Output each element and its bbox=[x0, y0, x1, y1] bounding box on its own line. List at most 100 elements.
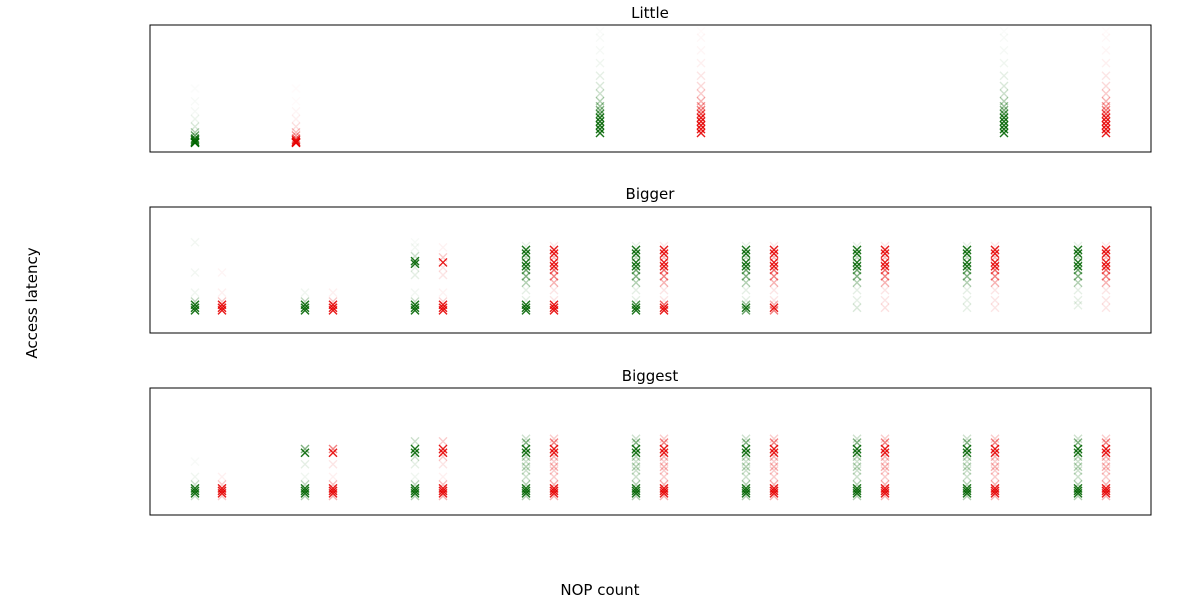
marker-biggest-a-6-8 bbox=[852, 457, 862, 467]
marker-biggest-b-0-3 bbox=[217, 483, 227, 493]
marker-biggest-b-8-5 bbox=[1101, 472, 1111, 482]
marker-biggest-a-4-2 bbox=[631, 486, 641, 496]
marker-bigger-b-4-1 bbox=[659, 303, 669, 313]
marker-bigger-a-3-1 bbox=[521, 303, 531, 313]
marker-little-series_a-9-3 bbox=[999, 117, 1009, 127]
marker-bigger-a-0-5 bbox=[190, 268, 200, 278]
marker-little-series_b-6-3 bbox=[696, 117, 706, 127]
marker-little-series_b-6-4 bbox=[696, 113, 706, 123]
marker-bigger-a-5-12 bbox=[741, 245, 751, 255]
marker-biggest-b-6-7 bbox=[880, 462, 890, 472]
marker-bigger-a-4-8 bbox=[631, 261, 641, 271]
marker-bigger-b-5-1 bbox=[769, 303, 779, 313]
marker-biggest-b-4-2 bbox=[659, 486, 669, 496]
marker-biggest-b-8-3 bbox=[1101, 483, 1111, 493]
marker-bigger-a-2-5 bbox=[410, 270, 420, 280]
marker-bigger-a-5-8 bbox=[741, 261, 751, 271]
marker-little-series_b-6-12 bbox=[696, 58, 706, 68]
marker-bigger-b-6-0 bbox=[880, 303, 890, 313]
marker-biggest-b-3-9 bbox=[549, 452, 559, 462]
marker-little-series_a-1-2 bbox=[190, 137, 200, 147]
marker-little-series_b-6-2 bbox=[696, 120, 706, 130]
marker-little-series_a-9-9 bbox=[999, 89, 1009, 99]
marker-little-series_a-5-4 bbox=[595, 113, 605, 123]
marker-little-series_a-9-6 bbox=[999, 105, 1009, 115]
marker-biggest-b-4-9 bbox=[659, 452, 669, 462]
marker-bigger-b-5-7 bbox=[769, 265, 779, 275]
marker-biggest-a-1-7 bbox=[300, 448, 310, 458]
marker-biggest-b-8-9 bbox=[1101, 452, 1111, 462]
marker-bigger-b-8-1 bbox=[1101, 295, 1111, 305]
marker-biggest-a-8-9 bbox=[1073, 452, 1083, 462]
marker-biggest-a-3-8 bbox=[521, 457, 531, 467]
marker-bigger-a-1-4 bbox=[300, 288, 310, 298]
marker-biggest-a-5-4 bbox=[741, 480, 751, 490]
marker-biggest-b-5-3 bbox=[769, 483, 779, 493]
marker-little-series_b-10-3 bbox=[1101, 117, 1111, 127]
marker-biggest-a-8-4 bbox=[1073, 480, 1083, 490]
marker-biggest-a-3-4 bbox=[521, 480, 531, 490]
marker-little-series_a-5-7 bbox=[595, 101, 605, 111]
marker-biggest-b-5-5 bbox=[769, 472, 779, 482]
marker-bigger-b-2-7 bbox=[438, 257, 448, 267]
marker-little-series_b-10-7 bbox=[1101, 101, 1111, 111]
marker-biggest-a-5-7 bbox=[741, 462, 751, 472]
marker-biggest-a-6-6 bbox=[852, 466, 862, 476]
marker-bigger-a-6-0 bbox=[852, 303, 862, 313]
marker-biggest-a-6-5 bbox=[852, 472, 862, 482]
marker-biggest-b-6-5 bbox=[880, 472, 890, 482]
marker-biggest-b-6-10 bbox=[880, 448, 890, 458]
marker-little-series_a-5-12 bbox=[595, 58, 605, 68]
marker-biggest-a-7-2 bbox=[962, 486, 972, 496]
marker-bigger-b-2-2 bbox=[438, 300, 448, 310]
marker-bigger-b-1-3 bbox=[328, 297, 338, 306]
marker-bigger-b-4-9 bbox=[659, 257, 669, 267]
marker-bigger-a-6-7 bbox=[852, 257, 862, 267]
marker-biggest-b-3-12 bbox=[549, 438, 559, 448]
marker-bigger-a-8-0 bbox=[1073, 300, 1083, 310]
marker-biggest-a-8-3 bbox=[1073, 483, 1083, 493]
marker-bigger-a-3-8 bbox=[521, 261, 531, 271]
marker-biggest-a-5-13 bbox=[741, 434, 751, 444]
marker-biggest-a-7-12 bbox=[962, 438, 972, 448]
marker-bigger-b-1-4 bbox=[328, 288, 338, 298]
marker-biggest-a-8-10 bbox=[1073, 448, 1083, 458]
marker-biggest-b-7-13 bbox=[990, 434, 1000, 444]
marker-biggest-b-3-11 bbox=[549, 444, 559, 454]
marker-bigger-b-7-0 bbox=[990, 303, 1000, 313]
marker-little-series_b-10-6 bbox=[1101, 105, 1111, 115]
marker-bigger-b-8-11 bbox=[1101, 241, 1111, 251]
marker-bigger-a-3-12 bbox=[521, 245, 531, 255]
marker-biggest-b-1-5 bbox=[328, 472, 338, 482]
marker-biggest-b-1-2 bbox=[328, 486, 338, 496]
marker-biggest-a-3-3 bbox=[521, 483, 531, 493]
marker-biggest-a-7-9 bbox=[962, 452, 972, 462]
panel-bigger-frame bbox=[149, 206, 1152, 334]
marker-little-series_b-2-4 bbox=[291, 134, 301, 144]
marker-bigger-a-7-2 bbox=[962, 285, 972, 295]
marker-bigger-a-5-13 bbox=[741, 241, 751, 251]
marker-biggest-b-1-8 bbox=[328, 444, 338, 454]
marker-biggest-a-3-11 bbox=[521, 444, 531, 454]
marker-biggest-a-7-10 bbox=[962, 448, 972, 458]
marker-biggest-a-2-9 bbox=[410, 444, 420, 454]
marker-bigger-b-6-7 bbox=[880, 257, 890, 267]
marker-biggest-a-5-10 bbox=[741, 448, 751, 458]
marker-bigger-b-7-8 bbox=[990, 252, 1000, 262]
marker-biggest-a-6-4 bbox=[852, 480, 862, 490]
marker-bigger-b-4-7 bbox=[659, 265, 669, 275]
marker-biggest-b-7-5 bbox=[990, 472, 1000, 482]
marker-biggest-b-5-8 bbox=[769, 457, 779, 467]
marker-biggest-a-4-5 bbox=[631, 472, 641, 482]
marker-biggest-a-5-5 bbox=[741, 472, 751, 482]
marker-bigger-a-0-3 bbox=[190, 297, 200, 306]
marker-biggest-b-7-10 bbox=[990, 448, 1000, 458]
marker-little-series_b-2-2 bbox=[291, 137, 301, 147]
marker-bigger-b-7-2 bbox=[990, 285, 1000, 295]
marker-biggest-b-5-12 bbox=[769, 438, 779, 448]
marker-bigger-b-6-9 bbox=[880, 249, 890, 259]
marker-bigger-a-3-2 bbox=[521, 300, 531, 310]
marker-bigger-a-6-1 bbox=[852, 295, 862, 305]
marker-bigger-b-3-1 bbox=[549, 303, 559, 313]
